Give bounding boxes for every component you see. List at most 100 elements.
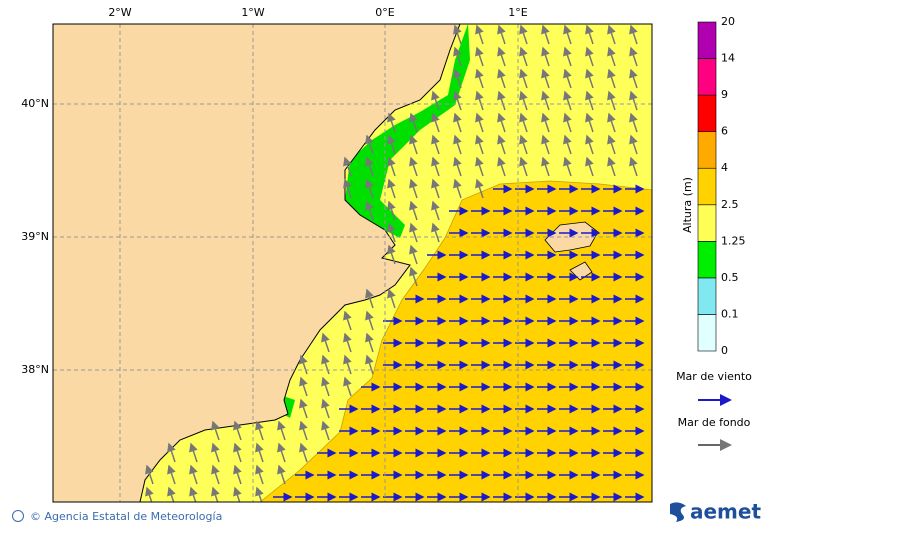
swell-arrow	[607, 156, 616, 177]
colorbar-label: 4	[721, 161, 728, 174]
swell-arrow	[607, 68, 616, 89]
swell-arrow	[607, 134, 616, 155]
swell-arrow	[453, 156, 462, 177]
swell-arrow	[343, 310, 352, 331]
swell-arrow	[409, 134, 418, 155]
logo: aemet	[670, 500, 761, 524]
swell-arrow	[145, 464, 154, 485]
colorbar-label: 2.5	[721, 198, 739, 211]
logo-mark	[670, 502, 686, 522]
swell-arrow	[277, 464, 286, 485]
credit: © Agencia Estatal de Meteorología	[30, 510, 222, 523]
swell-arrow	[255, 420, 264, 441]
swell-arrow	[497, 134, 506, 155]
swell-arrow	[541, 112, 550, 133]
coordinate-labels: 2°W 1°W 0°E 1°E 40°N 39°N 38°N	[21, 6, 528, 376]
swell-arrow	[585, 156, 594, 177]
swell-arrow	[629, 68, 638, 89]
map	[53, 24, 652, 502]
swell-arrow	[431, 156, 440, 177]
colorbar-segment	[697, 94, 717, 132]
colorbar-title: Altura (m)	[681, 177, 694, 233]
colorbar-segment	[697, 204, 717, 242]
swell-arrow	[607, 90, 616, 111]
swell-arrow	[629, 46, 638, 67]
swell-arrow	[475, 24, 484, 45]
swell-arrow	[211, 420, 220, 441]
swell-arrow	[563, 24, 572, 45]
swell-arrow	[541, 90, 550, 111]
copyright-icon	[12, 510, 24, 522]
swell-arrow	[629, 156, 638, 177]
swell-arrow	[475, 68, 484, 89]
swell-arrow	[343, 156, 352, 177]
swell-arrow	[233, 420, 242, 441]
swell-arrow	[167, 486, 176, 502]
swell-arrow	[387, 288, 396, 309]
colorbar-label: 9	[721, 88, 728, 101]
swell-arrow	[321, 354, 330, 375]
swell-arrow	[189, 464, 198, 485]
swell-arrow	[585, 112, 594, 133]
lon-label: 0°E	[375, 6, 394, 19]
colorbar-segment	[697, 131, 717, 169]
swell-arrow	[189, 442, 198, 463]
swell-arrow	[387, 112, 396, 133]
swell-arrow	[475, 90, 484, 111]
swell-arrow	[541, 24, 550, 45]
swell-arrow	[409, 222, 418, 243]
swell-arrow	[453, 90, 462, 111]
wave-arrows	[145, 24, 645, 502]
swell-arrow	[299, 376, 308, 397]
swell-arrow	[189, 486, 198, 502]
swell-arrow	[475, 156, 484, 177]
swell-arrow	[431, 90, 440, 111]
swell-arrow	[365, 310, 374, 331]
swell-arrow	[431, 134, 440, 155]
swell-arrow	[365, 178, 374, 199]
graticule	[53, 24, 652, 502]
swell-arrow	[365, 200, 374, 221]
swell-arrow	[453, 178, 462, 199]
swell-arrow	[365, 332, 374, 353]
swell-arrow	[497, 112, 506, 133]
swell-arrow	[365, 354, 374, 375]
swell-arrow	[497, 90, 506, 111]
swell-arrow	[343, 332, 352, 353]
swell-arrow	[563, 134, 572, 155]
legend-label: Mar de fondo	[678, 416, 751, 429]
swell-arrow	[321, 420, 330, 441]
swell-arrow	[211, 442, 220, 463]
lon-label: 2°W	[108, 6, 131, 19]
map-frame	[52, 23, 653, 503]
lat-label: 40°N	[21, 97, 49, 110]
swell-arrow	[475, 46, 484, 67]
legend-label: Mar de viento	[676, 370, 752, 383]
swell-arrow	[519, 156, 528, 177]
swell-arrow	[585, 46, 594, 67]
swell-arrow	[409, 156, 418, 177]
swell-arrow	[475, 112, 484, 133]
swell-arrow	[541, 134, 550, 155]
swell-arrow	[387, 134, 396, 155]
swell-arrow	[541, 156, 550, 177]
swell-arrow	[343, 178, 352, 199]
swell-arrow	[233, 442, 242, 463]
colorbar-label: 0.5	[721, 271, 739, 284]
swell-arrow	[541, 46, 550, 67]
swell-arrow	[343, 354, 352, 375]
colorbar-label: 14	[721, 52, 735, 65]
colorbar-segment	[697, 167, 717, 206]
swell-arrow	[409, 178, 418, 199]
swell-arrow	[563, 68, 572, 89]
swell-arrow	[519, 134, 528, 155]
swell-arrow	[585, 24, 594, 45]
colorbar-segment	[697, 241, 717, 279]
swell-arrow	[497, 156, 506, 177]
swell-arrow	[497, 46, 506, 67]
swell-arrow	[585, 68, 594, 89]
swell-arrow	[497, 68, 506, 89]
colorbar-segment	[697, 58, 717, 96]
swell-arrow	[321, 398, 330, 419]
swell-arrow	[167, 442, 176, 463]
